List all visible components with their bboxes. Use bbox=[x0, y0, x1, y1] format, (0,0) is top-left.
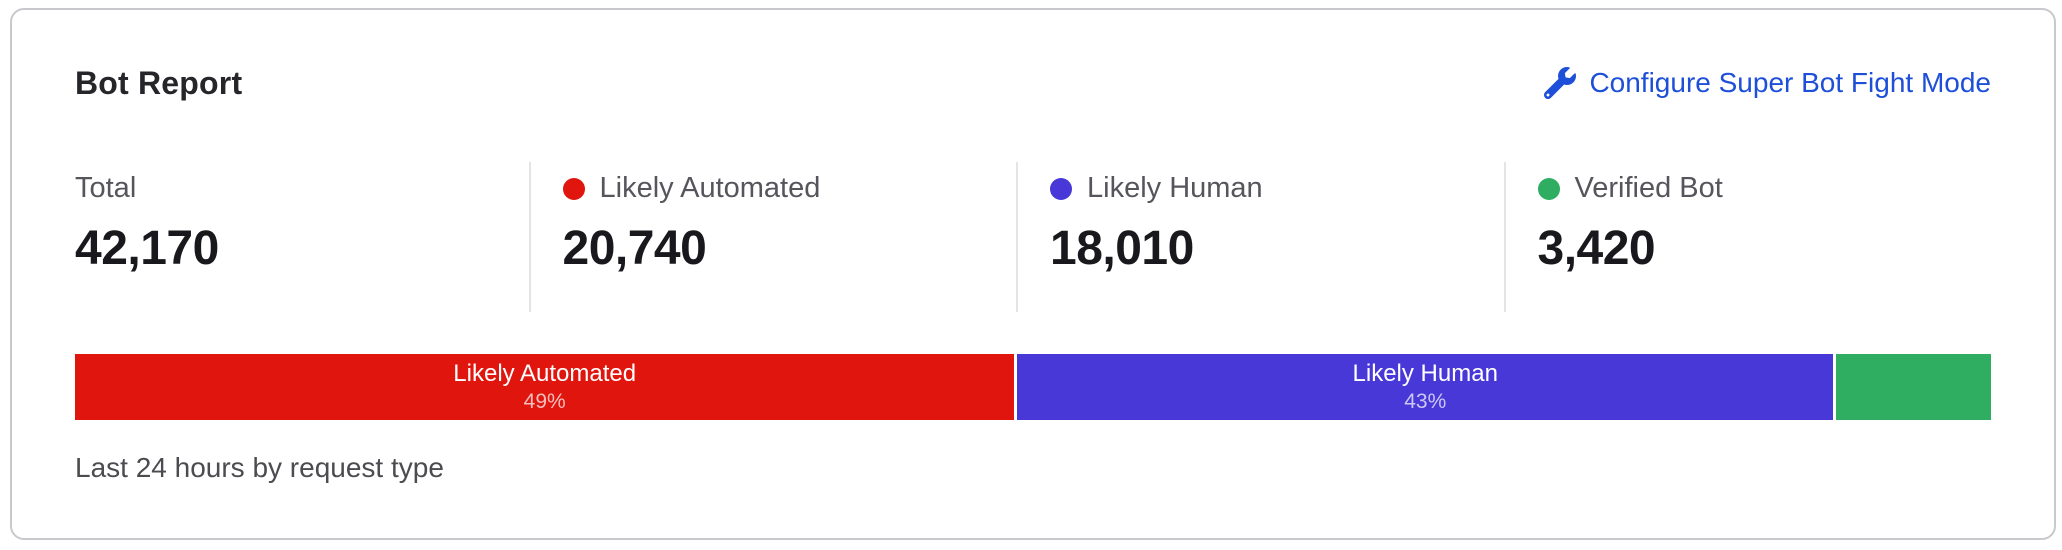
footnote: Last 24 hours by request type bbox=[75, 452, 444, 483]
bar-segment-likely-human: Likely Human 43% bbox=[1017, 354, 1834, 420]
stat-label: Likely Human bbox=[1087, 172, 1263, 204]
stat-value: 18,010 bbox=[1050, 222, 1194, 275]
likely-human-dot-icon bbox=[1050, 177, 1072, 200]
request-type-stacked-bar: Likely Automated 49% Likely Human 43% bbox=[75, 354, 1991, 420]
stat-value: 20,740 bbox=[562, 222, 707, 275]
stat-label: Likely Automated bbox=[599, 172, 821, 204]
likely-automated-dot-icon bbox=[562, 177, 585, 200]
bot-report-card: Bot Report Configure Super Bot Fight Mod… bbox=[10, 8, 2056, 540]
bar-segment-percent: 43% bbox=[1404, 390, 1447, 413]
stats-row: Total 42,170 Likely Automated 20,740 Lik… bbox=[75, 162, 1991, 312]
configure-super-bot-fight-mode-link[interactable]: Configure Super Bot Fight Mode bbox=[1544, 67, 1991, 99]
bar-segment-verified-bot bbox=[1836, 354, 1991, 420]
bar-segment-label: Likely Human bbox=[1352, 360, 1498, 387]
stat-verified-bot: Verified Bot 3,420 bbox=[1503, 162, 1992, 312]
bar-segment-likely-automated: Likely Automated 49% bbox=[75, 354, 1015, 420]
bar-segment-label: Likely Automated bbox=[453, 360, 637, 387]
wrench-icon bbox=[1544, 67, 1577, 99]
stat-value: 3,420 bbox=[1537, 222, 1656, 275]
page-title: Bot Report bbox=[75, 64, 243, 101]
stat-likely-human: Likely Human 18,010 bbox=[1016, 162, 1504, 312]
stat-value: 42,170 bbox=[75, 222, 219, 275]
stat-label: Total bbox=[75, 172, 137, 204]
stat-total: Total 42,170 bbox=[75, 162, 529, 312]
verified-bot-dot-icon bbox=[1537, 177, 1560, 200]
card-header: Bot Report Configure Super Bot Fight Mod… bbox=[75, 58, 1991, 108]
stat-likely-automated: Likely Automated 20,740 bbox=[528, 162, 1017, 312]
bar-segment-percent: 49% bbox=[523, 390, 566, 413]
stat-label: Verified Bot bbox=[1574, 172, 1723, 204]
configure-link-label: Configure Super Bot Fight Mode bbox=[1589, 67, 1991, 98]
